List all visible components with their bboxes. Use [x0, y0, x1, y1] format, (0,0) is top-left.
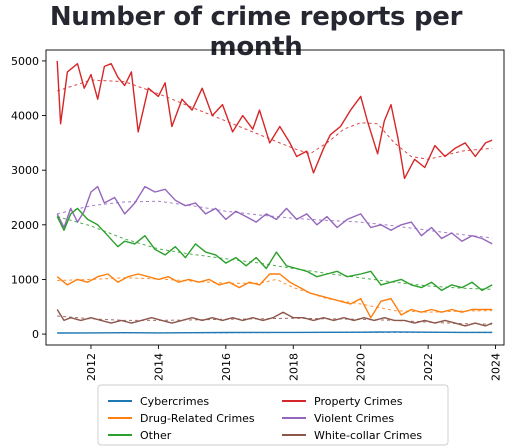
y-tick-label: 2000 — [11, 219, 39, 232]
plot-frame — [45, 49, 505, 346]
y-tick-label: 3000 — [11, 164, 39, 177]
x-tick-label: 2018 — [287, 353, 300, 381]
trend-line-cybercrimes — [57, 331, 493, 334]
y-tick-label: 5000 — [11, 55, 39, 68]
x-tick-label: 2012 — [85, 353, 98, 381]
legend-label-violent-crimes: Violent Crimes — [314, 412, 394, 425]
series-line-other — [56, 207, 493, 292]
legend-label-other: Other — [140, 429, 172, 442]
x-tick-label: 2014 — [152, 353, 165, 381]
trend-line-white-collar-crimes — [57, 315, 493, 325]
legend-label-drug-related-crimes: Drug-Related Crimes — [140, 412, 255, 425]
series-line-property-crimes — [56, 60, 493, 180]
legend-label-white-collar-crimes: White-collar Crimes — [314, 429, 422, 442]
trend-line-drug-related-crimes — [57, 277, 493, 313]
y-tick-label: 4000 — [11, 110, 39, 123]
x-tick-label: 2020 — [355, 353, 368, 381]
legend: Cybercrimes Property Crimes Drug-Related C… — [97, 384, 449, 446]
series-line-drug-related-crimes — [56, 273, 493, 319]
axes-group: 0 1000 2000 3000 4000 5000 2012 2014 2016 2018 202… — [11, 55, 503, 381]
trend-line-other — [57, 216, 493, 290]
trend-line-property-crimes — [57, 79, 493, 160]
y-tick-label: 1000 — [11, 273, 39, 286]
legend-frame — [97, 384, 449, 446]
trend-line-violent-crimes — [57, 200, 493, 239]
series-group — [56, 60, 493, 334]
y-tick-label: 0 — [32, 328, 39, 341]
series-line-violent-crimes — [56, 185, 493, 245]
x-tick-label: 2022 — [422, 353, 435, 381]
page-title: Number of crime reports per month — [49, 2, 463, 62]
x-tick-label: 2024 — [490, 353, 503, 381]
series-line-white-collar-crimes — [56, 309, 493, 327]
x-tick-label: 2016 — [220, 353, 233, 381]
legend-label-property-crimes: Property Crimes — [314, 395, 403, 408]
legend-label-cybercrimes: Cybercrimes — [140, 395, 209, 408]
